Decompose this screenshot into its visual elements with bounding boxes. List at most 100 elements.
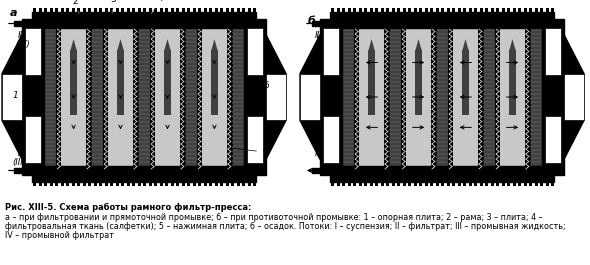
Text: б: б xyxy=(308,16,316,26)
Bar xyxy=(198,182,201,186)
Bar xyxy=(104,8,107,12)
Bar xyxy=(209,8,212,12)
Bar xyxy=(364,182,367,186)
Bar xyxy=(364,8,367,12)
Text: IV: IV xyxy=(315,148,324,157)
Bar xyxy=(32,175,256,182)
Bar xyxy=(232,19,244,175)
Bar xyxy=(103,28,108,166)
Bar xyxy=(116,8,119,12)
Bar xyxy=(468,8,471,12)
Bar xyxy=(402,8,405,12)
Bar xyxy=(159,182,162,186)
Bar xyxy=(408,182,411,186)
Bar xyxy=(513,182,516,186)
Bar xyxy=(540,8,543,12)
Bar xyxy=(359,28,384,166)
Bar xyxy=(83,182,86,186)
Bar xyxy=(25,28,41,75)
Bar xyxy=(525,28,530,166)
Bar xyxy=(564,74,584,120)
Bar xyxy=(369,8,372,12)
Bar xyxy=(392,8,395,12)
Bar xyxy=(237,182,240,186)
Bar xyxy=(419,182,422,186)
Bar xyxy=(342,166,542,175)
Bar xyxy=(110,182,113,186)
Bar xyxy=(408,8,411,12)
Bar xyxy=(149,182,152,186)
Bar xyxy=(56,19,91,175)
Bar xyxy=(14,21,22,26)
Bar xyxy=(500,28,525,166)
Bar xyxy=(14,168,22,173)
Bar xyxy=(99,182,102,186)
Bar xyxy=(490,182,493,186)
Bar xyxy=(535,8,537,12)
Bar xyxy=(126,8,129,12)
Bar xyxy=(266,74,286,120)
Text: а: а xyxy=(10,8,18,18)
Bar xyxy=(108,28,133,166)
Bar xyxy=(247,116,263,162)
Bar xyxy=(483,19,495,175)
Bar xyxy=(55,182,58,186)
Bar xyxy=(453,28,478,166)
Bar xyxy=(227,28,232,166)
Bar xyxy=(331,182,334,186)
Bar xyxy=(66,8,69,12)
Bar xyxy=(70,50,77,115)
Bar xyxy=(386,182,389,186)
Bar xyxy=(468,182,471,186)
Bar xyxy=(165,50,171,115)
Bar xyxy=(265,85,275,109)
Bar xyxy=(22,19,44,175)
Text: IV – промывной фильтрат: IV – промывной фильтрат xyxy=(5,231,114,240)
Bar xyxy=(540,182,543,186)
Bar xyxy=(91,19,103,175)
Bar xyxy=(448,19,483,175)
Bar xyxy=(496,8,499,12)
Bar xyxy=(312,168,320,173)
Bar xyxy=(381,8,384,12)
Polygon shape xyxy=(564,35,584,160)
Bar xyxy=(509,50,516,115)
Bar xyxy=(103,19,138,175)
Bar xyxy=(414,8,417,12)
Bar xyxy=(33,8,36,12)
Bar xyxy=(38,182,41,186)
Bar xyxy=(121,182,124,186)
Bar xyxy=(126,182,129,186)
Polygon shape xyxy=(415,39,422,50)
Bar xyxy=(452,182,455,186)
Bar xyxy=(463,8,466,12)
Bar xyxy=(331,8,334,12)
Bar xyxy=(182,8,185,12)
Polygon shape xyxy=(463,39,468,50)
Bar xyxy=(523,182,526,186)
Bar xyxy=(231,8,234,12)
Bar xyxy=(542,19,564,175)
Bar xyxy=(77,8,80,12)
Bar xyxy=(401,28,406,166)
Bar xyxy=(480,182,483,186)
Bar xyxy=(159,8,162,12)
Bar xyxy=(430,8,433,12)
Bar xyxy=(155,28,180,166)
Polygon shape xyxy=(211,39,218,50)
Bar xyxy=(110,8,113,12)
Bar xyxy=(44,8,47,12)
Bar xyxy=(25,116,41,162)
Bar xyxy=(165,8,168,12)
Bar xyxy=(389,19,401,175)
Text: 6: 6 xyxy=(233,148,268,157)
Bar xyxy=(546,182,549,186)
Bar xyxy=(154,8,157,12)
Bar xyxy=(392,182,395,186)
Bar xyxy=(397,182,400,186)
Bar xyxy=(133,28,138,166)
Text: I: I xyxy=(18,148,21,157)
Bar xyxy=(342,182,345,186)
Bar xyxy=(137,182,140,186)
Bar xyxy=(431,28,436,166)
